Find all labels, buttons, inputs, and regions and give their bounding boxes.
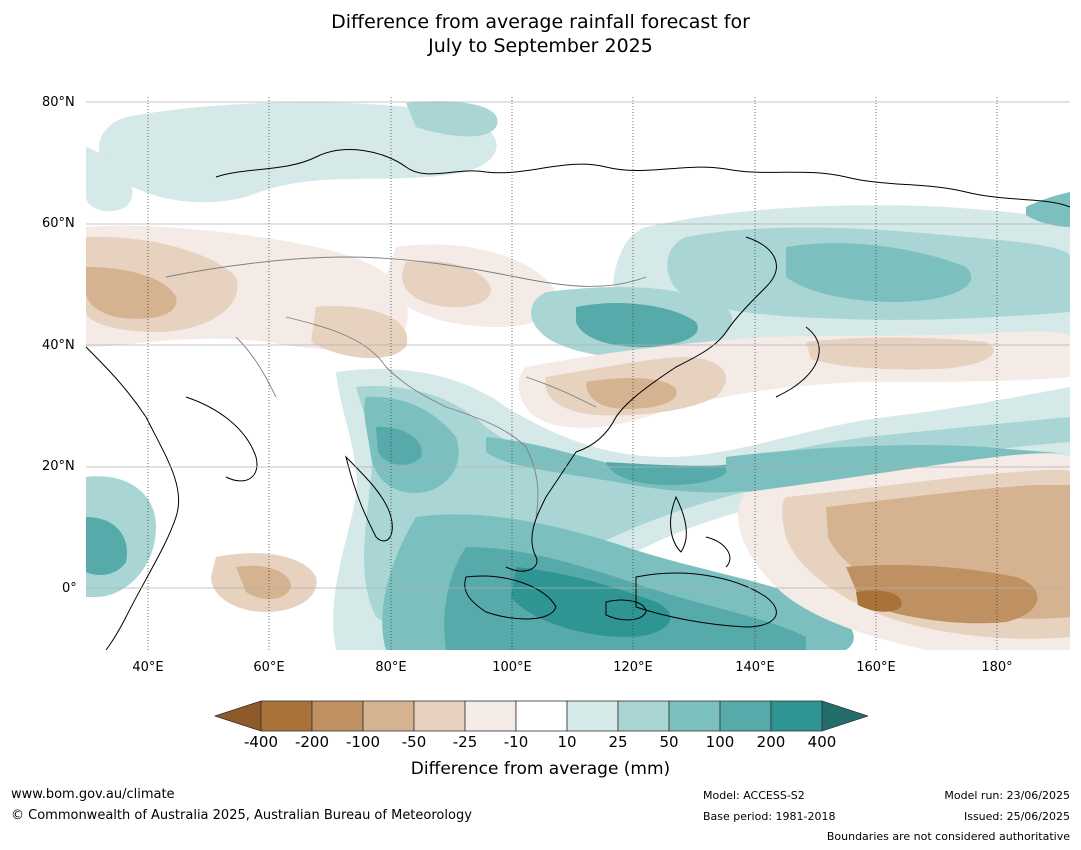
colorbar-tick: -50 bbox=[401, 733, 427, 751]
colorbar-tick: -100 bbox=[345, 733, 381, 751]
issued-date: Issued: 25/06/2025 bbox=[963, 810, 1070, 823]
colorbar-cell bbox=[566, 700, 619, 732]
colorbar-cell bbox=[311, 700, 364, 732]
colorbar-tick: 25 bbox=[608, 733, 628, 751]
colorbar-tick: 50 bbox=[659, 733, 679, 751]
lon-label-100e: 100°E bbox=[492, 660, 532, 675]
colorbar bbox=[214, 700, 868, 732]
colorbar-cell bbox=[413, 700, 466, 732]
website-link[interactable]: www.bom.gov.au/climate bbox=[11, 787, 175, 802]
dry-region-east-asia bbox=[518, 331, 1070, 428]
colorbar-tick: 10 bbox=[557, 733, 577, 751]
boundaries-disclaimer: Boundaries are not considered authoritat… bbox=[826, 830, 1070, 843]
colorbar-cell bbox=[260, 700, 313, 732]
model-name: Model: ACCESS-S2 bbox=[703, 789, 805, 802]
colorbar-tick: 200 bbox=[756, 733, 786, 751]
coastlines bbox=[86, 149, 1070, 650]
colorbar-tick: 100 bbox=[705, 733, 735, 751]
lat-label-60n: 60°N bbox=[42, 216, 75, 231]
colorbar-tick: -200 bbox=[294, 733, 330, 751]
wet-region-arctic bbox=[86, 101, 498, 212]
colorbar-tick: -400 bbox=[243, 733, 279, 751]
colorbar-cell bbox=[668, 700, 721, 732]
graticule bbox=[86, 97, 1070, 650]
colorbar-cell bbox=[464, 700, 517, 732]
colorbar-label: Difference from average (mm) bbox=[410, 759, 671, 779]
copyright-text: © Commonwealth of Australia 2025, Austra… bbox=[11, 808, 472, 823]
colorbar-cell bbox=[770, 700, 823, 732]
lon-label-180: 180° bbox=[981, 660, 1013, 675]
lon-label-60e: 60°E bbox=[253, 660, 285, 675]
colorbar-arrow-low bbox=[214, 700, 262, 732]
colorbar-cell bbox=[515, 700, 568, 732]
lat-label-equator: 0° bbox=[62, 581, 77, 596]
colorbar-arrow-high bbox=[821, 700, 868, 732]
lon-label-160e: 160°E bbox=[856, 660, 896, 675]
dry-region-tropical-pacific bbox=[211, 453, 1070, 650]
rainfall-anomaly-map bbox=[86, 97, 1070, 650]
map-title: Difference from average rainfall forecas… bbox=[0, 10, 1081, 58]
colorbar-cell bbox=[617, 700, 670, 732]
lon-label-120e: 120°E bbox=[613, 660, 653, 675]
lat-label-20n: 20°N bbox=[42, 459, 75, 474]
colorbar-tick: -10 bbox=[503, 733, 529, 751]
colorbar-cell bbox=[719, 700, 772, 732]
lon-label-80e: 80°E bbox=[375, 660, 407, 675]
colorbar-tick: -25 bbox=[452, 733, 478, 751]
lon-label-40e: 40°E bbox=[132, 660, 164, 675]
anomaly-fields bbox=[86, 101, 1070, 650]
lon-label-140e: 140°E bbox=[735, 660, 775, 675]
wet-region-north-pacific bbox=[531, 192, 1070, 359]
lat-label-80n: 80°N bbox=[42, 95, 75, 110]
country-borders bbox=[165, 256, 647, 518]
title-line-2: July to September 2025 bbox=[428, 35, 653, 57]
title-line-1: Difference from average rainfall forecas… bbox=[331, 11, 750, 33]
colorbar-cell bbox=[362, 700, 415, 732]
model-run-date: Model run: 23/06/2025 bbox=[944, 789, 1070, 802]
base-period: Base period: 1981-2018 bbox=[703, 810, 836, 823]
lat-label-40n: 40°N bbox=[42, 338, 75, 353]
colorbar-tick: 400 bbox=[807, 733, 837, 751]
